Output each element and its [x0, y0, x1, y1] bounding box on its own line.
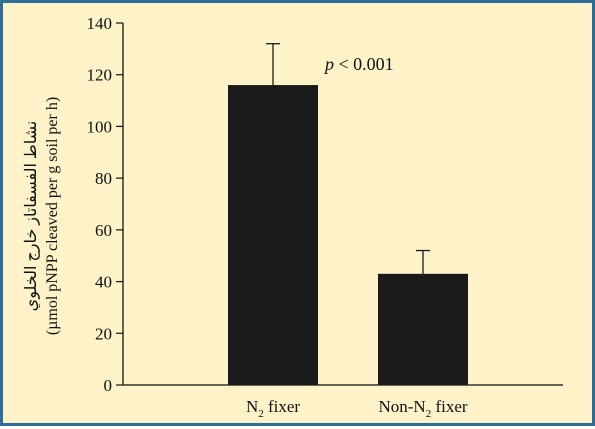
y-tick-label: 60 [95, 221, 112, 240]
bars [228, 85, 468, 386]
bar-1 [228, 85, 318, 386]
y-ticks: 0 20 40 60 80 100 120 140 [87, 14, 123, 395]
axes [122, 23, 563, 386]
y-tick-label: 0 [104, 376, 113, 395]
y-tick-label: 120 [87, 66, 113, 85]
y-axis-title: نشاط الفسفاتاز خارج الخلوي (µmol pNPP cl… [23, 97, 61, 335]
y-axis-title-line2: (µmol pNPP cleaved per g soil per h) [44, 97, 61, 335]
y-tick-label: 40 [95, 273, 112, 292]
x-tick-label: Non-N2 fixer [378, 397, 467, 420]
y-tick-label: 100 [87, 117, 113, 136]
error-bars [266, 43, 430, 274]
x-tick-labels: N2 fixer Non-N2 fixer [246, 397, 468, 420]
bar-chart: نشاط الفسفاتاز خارج الخلوي (µmol pNPP cl… [23, 14, 563, 420]
y-axis-title-line1: نشاط الفسفاتاز خارج الخلوي [23, 121, 40, 312]
y-tick-label: 20 [95, 324, 112, 343]
p-value-text: < 0.001 [334, 54, 394, 74]
p-symbol: p [323, 54, 334, 74]
y-tick-label: 80 [95, 169, 112, 188]
p-value-annotation: p < 0.001 [323, 54, 394, 74]
x-tick-label: N2 fixer [246, 397, 300, 420]
y-tick-label: 140 [87, 14, 113, 33]
bar-2 [378, 273, 468, 385]
